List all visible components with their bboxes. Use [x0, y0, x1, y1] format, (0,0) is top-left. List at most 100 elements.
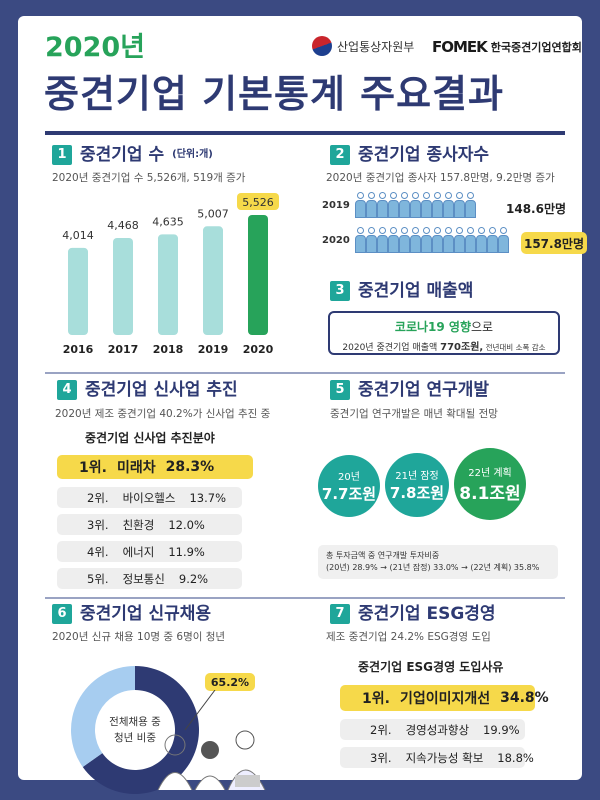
bar-value-label: 5,007 [197, 207, 229, 220]
title-underline [45, 131, 565, 135]
bar-label-highlight [237, 193, 279, 210]
section4-heading: 중견기업 신사업 추진분야 [85, 431, 215, 445]
fomek-name: 한국중견기업연합회 [490, 41, 582, 54]
x-tick-label: 2020 [243, 343, 274, 356]
sales-box: 코로나19 영향으로 2020년 중견기업 매출액 770조원, 전년대비 소폭… [328, 311, 560, 355]
donut-slice [71, 666, 135, 767]
rank-percent: 13.7% [189, 490, 227, 505]
section-title-text: 중견기업 종사자수 [358, 145, 490, 165]
infographic-card [18, 16, 582, 780]
section4-title: 4 중견기업 신사업 추진 [57, 380, 238, 401]
covid-line: 코로나19 영향으로 [330, 318, 558, 335]
center-line2: 청년 비중 [114, 731, 156, 744]
rank-number: 4위. [87, 544, 109, 559]
x-tick-label: 2016 [63, 343, 94, 356]
title-year: 2020년 [45, 32, 145, 63]
covid-highlight: 코로나19 영향 [394, 320, 471, 334]
person-icon [432, 227, 443, 253]
person-icon [421, 192, 432, 218]
rd-share-note: 총 투자금액 중 연구개발 투자비중 (20년) 28.9% → (21년 잠정)… [318, 545, 558, 579]
bar [68, 247, 88, 335]
people-row-year: 2020 [322, 235, 350, 246]
section-title-text: 중견기업 신사업 추진 [85, 380, 238, 400]
rd-circle-value: 8.1조원 [459, 484, 521, 504]
section5-subtitle: 중견기업 연구개발은 매년 확대될 전망 [330, 408, 498, 420]
rank-percent: 34.8% [500, 690, 549, 706]
ministry-logo: 산업통상자원부 [312, 36, 414, 56]
section4-subtitle: 2020년 제조 중견기업 40.2%가 신사업 추진 중 [55, 408, 271, 420]
bar [158, 234, 178, 335]
rank-number: 1위. [79, 460, 107, 476]
sales-text: 2020년 중견기업 매출액 [342, 343, 441, 353]
people-icons [355, 227, 509, 256]
sales-value: 770조원, [440, 342, 484, 353]
donut-slice [82, 666, 199, 794]
person-icon [443, 192, 454, 218]
rank-name: 친환경 [122, 517, 155, 532]
laptop-icon [235, 775, 260, 787]
bar-value-label: 4,014 [62, 229, 94, 242]
rank-name: 바이오헬스 [122, 490, 176, 505]
fomek-wordmark: FOMEK [432, 38, 488, 56]
rank-percent: 12.0% [168, 517, 205, 532]
rank-item: 3위. 지속가능성 확보 18.8% [340, 747, 534, 768]
rank-item: 1위. 미래차 28.3% [57, 455, 253, 479]
person-icon [399, 227, 410, 253]
rank-number: 2위. [370, 722, 392, 737]
person-icon [432, 192, 443, 218]
x-tick-label: 2018 [153, 343, 184, 356]
section-divider [45, 372, 565, 374]
person-icon [194, 775, 226, 790]
donut-center-label: 전체채용 중 청년 비중 [95, 715, 175, 747]
rank-number: 1위. [362, 691, 390, 707]
section6-subtitle: 2020년 신규 채용 10명 중 6명이 청년 [52, 631, 226, 643]
rank-percent: 11.9% [168, 544, 205, 559]
section3-title: 3 중견기업 매출액 [330, 281, 473, 302]
section-title-text: 중견기업 ESG경영 [358, 604, 496, 624]
bar [113, 237, 133, 335]
fomek-logo: FOMEK 한국중견기업연합회 [432, 38, 582, 56]
section-number-badge: 2 [330, 145, 350, 166]
rd-circle-value: 7.7조원 [321, 485, 377, 503]
person-icon [498, 227, 509, 253]
person-icon [421, 227, 432, 253]
person-icon [454, 227, 465, 253]
person-icon [164, 734, 186, 756]
people-icons [355, 192, 476, 221]
section-title-text: 중견기업 연구개발 [358, 380, 490, 400]
covid-rest: 으로 [470, 320, 494, 334]
rank-item: 1위. 기업이미지개선 34.8% [340, 685, 549, 711]
rank-name: 지속가능성 확보 [405, 750, 484, 765]
person-icon [454, 192, 465, 218]
person-icon [465, 192, 476, 218]
x-tick-label: 2017 [108, 343, 139, 356]
section-number-badge: 3 [330, 281, 350, 302]
person-icon [355, 227, 366, 253]
person-icon [399, 192, 410, 218]
section1-title: 1 중견기업 수 (단위:개) [52, 145, 213, 166]
leader-line [184, 690, 216, 731]
section-number-badge: 5 [330, 380, 350, 401]
note-line1: 총 투자금액 중 연구개발 투자비중 [326, 551, 440, 560]
rank-percent: 9.2% [178, 571, 209, 586]
rank-item: 2위. 바이오헬스 13.7% [57, 487, 242, 508]
person-icon [235, 730, 255, 750]
rank-number: 3위. [370, 750, 392, 765]
section-number-badge: 7 [330, 604, 350, 625]
bar-value-label: 4,468 [107, 219, 139, 232]
note-line2: (20년) 28.9% → (21년 잠정) 33.0% → (22년 계획) … [326, 562, 540, 572]
rd-circle-value: 7.8조원 [389, 484, 445, 502]
person-icon [157, 772, 193, 790]
rank-name: 미래차 [116, 460, 156, 476]
rank-number: 3위. [87, 517, 109, 532]
person-icon [377, 227, 388, 253]
sales-note: 전년대비 소폭 감소 [483, 343, 546, 352]
rank-item: 2위. 경영성과향상 19.9% [340, 719, 525, 740]
section-divider [45, 597, 565, 599]
x-tick-label: 2019 [198, 343, 229, 356]
taegeuk-icon [312, 36, 332, 56]
person-icon [487, 227, 498, 253]
rank-percent: 19.9% [483, 722, 520, 737]
person-icon [410, 192, 421, 218]
youth-hiring-donut [71, 666, 199, 794]
